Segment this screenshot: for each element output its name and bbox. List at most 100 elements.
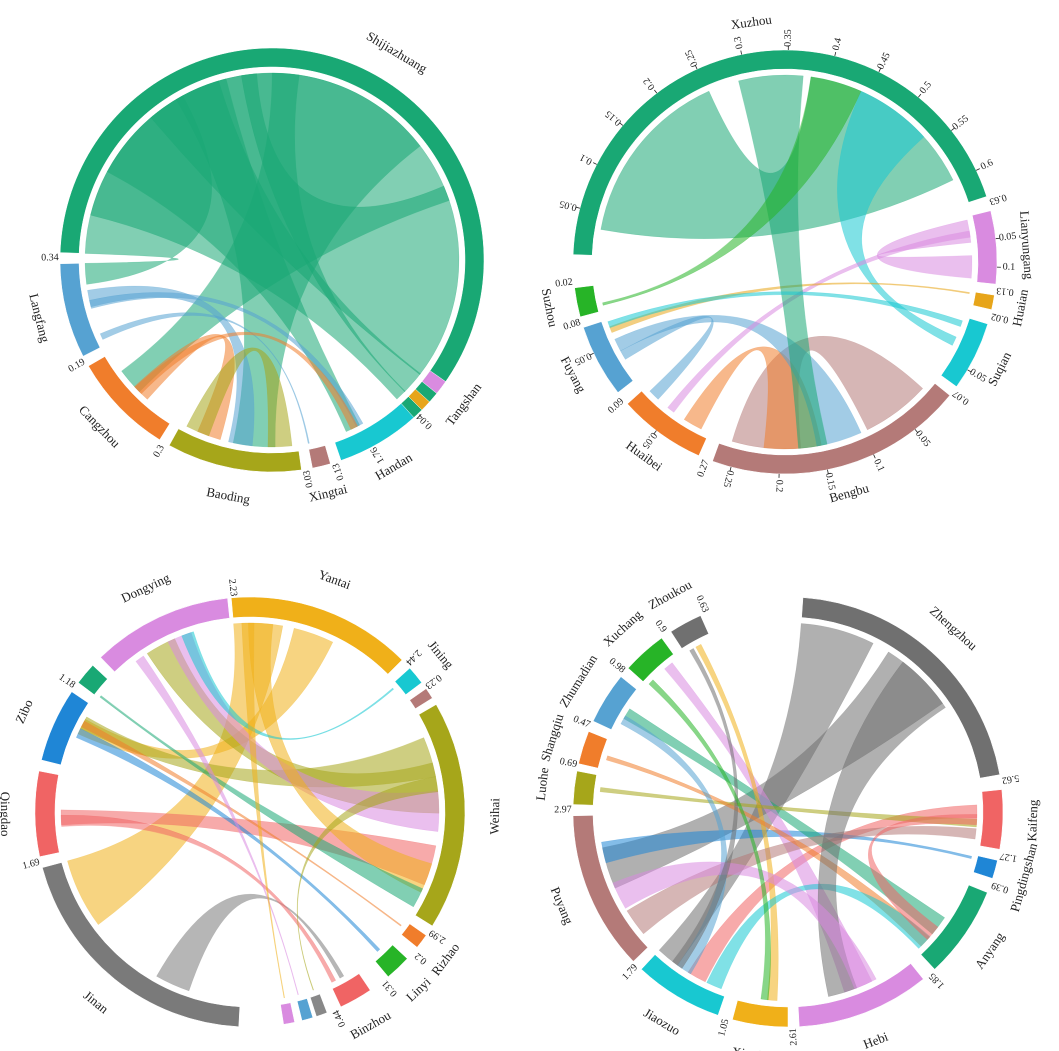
segment-label-shijiazhuang: Shijiazhuang	[364, 28, 430, 76]
segment-anyang	[920, 884, 988, 970]
segment-label-jining: Jining	[425, 638, 457, 672]
tick-mark	[914, 429, 918, 433]
tick-label: 0.45	[875, 51, 893, 72]
segment-shangqiu	[578, 731, 608, 769]
chord-chart-1: Shijiazhuang1.76Langfang0.34Cangzhou0.19…	[26, 28, 484, 507]
chord-shijiazhuang-to-unnamed	[240, 72, 406, 393]
segment-label-anyang: Anyang	[972, 929, 1008, 972]
segment-label-luohe: Luohe	[533, 766, 552, 801]
segment-label-cangzhou: Cangzhou	[76, 402, 124, 451]
tick-label: 0.3	[732, 36, 745, 50]
tick-mark	[729, 466, 732, 471]
chord-links	[600, 74, 973, 450]
tick-label: 0.35	[783, 29, 794, 47]
tick-label: 0.1	[871, 457, 886, 473]
segment-binzhou	[332, 973, 371, 1008]
segment-unnamed	[309, 993, 328, 1017]
chord-xuzhou-to-bengbu	[738, 74, 828, 449]
segment-total-huaibei: 0.09	[606, 396, 626, 416]
segment-xuchang	[627, 637, 674, 682]
tick-mark	[654, 89, 658, 94]
segment-label-hebi: Hebi	[861, 1029, 890, 1051]
segment-total-linyi: 0.31	[380, 978, 400, 998]
tick-label: 0.1	[578, 151, 594, 167]
chord-luohe-to-kaifeng	[599, 787, 978, 828]
chord-jinan-to-binzhou	[156, 893, 345, 992]
segment-total-xinxiang: 1.05	[716, 1018, 731, 1038]
segment-label-rizhao: Rizhao	[428, 940, 462, 978]
chord-langfang-to-handan	[89, 292, 364, 428]
segment-label-xinxiang: Xinxiang	[731, 1044, 781, 1051]
segment-linyi	[374, 944, 408, 978]
segment-label-dongying: Dongying	[119, 570, 173, 606]
segment-label-jiaozuo: Jiaozuo	[641, 1005, 683, 1038]
chord-chart-2: Xuzhou 0.63 0.05 0.1 0.15 0.2 0.25 0.3 0.35 0.4 0.…	[539, 11, 1037, 505]
segment-total-binzhou: 0.44	[331, 1008, 348, 1029]
segment-total-xuchang: 0.9	[653, 618, 669, 635]
tick-label: 0.05	[558, 198, 578, 213]
segment-label-zhengzhou: Zhengzhou	[927, 603, 981, 654]
segment-unnamed	[408, 388, 430, 411]
segment-huaian	[972, 291, 995, 310]
segment-label-puyang: Puyang	[548, 885, 577, 927]
chord-yantai-to-weihai	[248, 622, 433, 893]
segment-suqian	[940, 318, 989, 387]
segment-label-qingdao: Qingdao	[0, 792, 13, 837]
segment-label-suqian: Suqian	[985, 349, 1015, 388]
segment-total-baoding: 0.3	[151, 443, 167, 459]
segment-label-baoding: Baoding	[205, 484, 252, 507]
segment-total-weihai: 2.99	[427, 927, 448, 946]
segment-jiaozuo	[641, 954, 725, 1016]
chord-lianyungang-to-huaibei	[667, 230, 971, 413]
segment-unnamed	[409, 688, 433, 710]
segment-total-zhoukou: 0.63	[693, 594, 710, 614]
segment-total-cangzhou: 0.19	[66, 357, 87, 375]
chord-pingdingshan-to-puyang	[601, 829, 973, 864]
segment-label-pingdingshan: Pingdingshan	[1007, 841, 1041, 914]
tick-label: 0.15	[603, 108, 623, 128]
tick-label: 0.25	[721, 469, 736, 489]
segment-total-zhengzhou: 5.62	[1001, 772, 1020, 786]
tick-mark	[827, 469, 829, 474]
chord-huaian-to-fuyang	[609, 282, 970, 333]
segment-total-jiaozuo: 1.79	[620, 962, 640, 982]
segment-xinxiang	[732, 1000, 789, 1028]
tick-mark	[653, 430, 657, 434]
segment-total-dongying: 2.23	[226, 578, 239, 597]
segment-total-kaifeng: 1.27	[999, 850, 1018, 864]
chord-lianyungang-to-lianyungang	[877, 219, 973, 279]
segment-total-zhumadian: 0.98	[607, 656, 628, 676]
segment-label-zhoukou: Zhoukou	[646, 576, 695, 612]
chord-suqian-to-xuzhou	[837, 90, 957, 346]
segment-total-hebi: 2.61	[788, 1028, 800, 1046]
chord-hebi-to-puyang	[612, 861, 877, 990]
segment-weihai	[415, 704, 466, 927]
segment-total-puyang: 2.97	[554, 804, 572, 815]
segment-label-xuchang: Xuchang	[600, 606, 645, 649]
tick-mark	[619, 122, 624, 126]
chord-xuchang-to-xinxiang	[648, 679, 771, 1001]
tick-label: 0.25	[683, 48, 700, 68]
tick-mark	[873, 454, 876, 459]
segment-jinan	[42, 862, 241, 1027]
segment-total-zibo: 1.18	[57, 672, 78, 691]
segment-total-yantai: 2.44	[403, 647, 423, 667]
segment-label-jinan: Jinan	[81, 988, 112, 1017]
chord-fuyang-to-huaibei	[620, 315, 714, 400]
segment-label-binzhou: Binzhou	[348, 1007, 394, 1042]
segment-total-suzhou: 0.02	[555, 277, 574, 290]
chord-links	[84, 72, 460, 448]
tick-label: 0.2	[641, 75, 657, 92]
tick-mark	[918, 93, 922, 98]
segment-hebi	[797, 963, 924, 1027]
segment-zhengzhou	[801, 597, 1001, 779]
chord-unnamed-to-weihai	[99, 695, 424, 908]
segment-total-fuyang: 0.08	[562, 317, 582, 333]
segment-label-zibo: Zibo	[12, 697, 36, 726]
segment-label-suzhou: Suzhou	[539, 287, 561, 329]
chord-zhumadian-to-jiaozuo	[620, 715, 728, 975]
segment-total-lianyungang: 0.13	[996, 285, 1015, 298]
tick-mark	[967, 369, 972, 373]
